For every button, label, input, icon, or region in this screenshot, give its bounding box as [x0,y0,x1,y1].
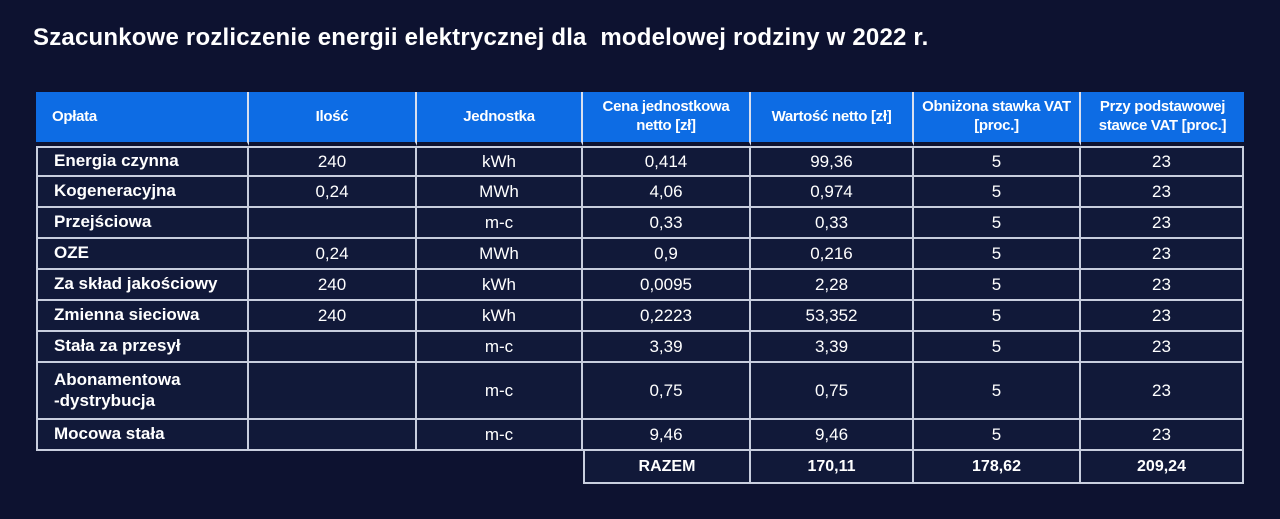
cell-ilosc [249,208,417,239]
billing-table: Opłata Ilość Jednostka Cena jednostkowa … [36,92,1244,484]
cell-vat-podstawowa: 23 [1081,420,1244,451]
cell-vat-obnizona: 5 [914,270,1081,301]
footer-spacer [36,451,583,484]
column-header-jednostka: Jednostka [417,92,583,146]
cell-vat-obnizona: 5 [914,208,1081,239]
cell-wartosc-netto: 99,36 [751,146,914,177]
cell-ilosc: 240 [249,146,417,177]
cell-jednostka: m-c [417,208,583,239]
cell-wartosc-netto: 9,46 [751,420,914,451]
table-header: Opłata Ilość Jednostka Cena jednostkowa … [36,92,1244,146]
cell-wartosc-netto: 0,75 [751,363,914,420]
cell-vat-podstawowa: 23 [1081,146,1244,177]
column-header-ilosc: Ilość [249,92,417,146]
table-row: OZE 0,24 MWh 0,9 0,216 5 23 [36,239,1244,270]
footer-razem-label: RAZEM [583,451,751,484]
cell-oplata: Energia czynna [36,146,249,177]
column-header-cena-jednostkowa-netto: Cena jednostkowa netto [zł] [583,92,751,146]
cell-vat-podstawowa: 23 [1081,208,1244,239]
cell-ilosc: 240 [249,301,417,332]
cell-cena-netto: 0,9 [583,239,751,270]
cell-vat-obnizona: 5 [914,420,1081,451]
cell-oplata: Przejściowa [36,208,249,239]
cell-vat-obnizona: 5 [914,239,1081,270]
footer-total-netto: 170,11 [751,451,914,484]
cell-jednostka: MWh [417,177,583,208]
table-row: Przejściowa m-c 0,33 0,33 5 23 [36,208,1244,239]
cell-oplata: Kogeneracyjna [36,177,249,208]
cell-ilosc: 0,24 [249,239,417,270]
cell-jednostka: kWh [417,146,583,177]
cell-vat-podstawowa: 23 [1081,301,1244,332]
table-footer: RAZEM 170,11 178,62 209,24 [36,451,1244,484]
cell-jednostka: m-c [417,332,583,363]
cell-ilosc [249,332,417,363]
cell-oplata: Zmienna sieciowa [36,301,249,332]
cell-vat-podstawowa: 23 [1081,239,1244,270]
column-header-obnizona-stawka-vat: Obniżona stawka VAT [proc.] [914,92,1081,146]
cell-wartosc-netto: 3,39 [751,332,914,363]
cell-cena-netto: 0,33 [583,208,751,239]
cell-jednostka: kWh [417,270,583,301]
table-row: Zmienna sieciowa 240 kWh 0,2223 53,352 5… [36,301,1244,332]
cell-jednostka: kWh [417,301,583,332]
cell-vat-obnizona: 5 [914,301,1081,332]
cell-vat-podstawowa: 23 [1081,270,1244,301]
column-header-wartosc-netto: Wartość netto [zł] [751,92,914,146]
cell-vat-obnizona: 5 [914,332,1081,363]
cell-cena-netto: 0,0095 [583,270,751,301]
cell-vat-obnizona: 5 [914,146,1081,177]
cell-vat-podstawowa: 23 [1081,177,1244,208]
page-title: Szacunkowe rozliczenie energii elektrycz… [33,24,929,51]
table-row: Za skład jakościowy 240 kWh 0,0095 2,28 … [36,270,1244,301]
cell-ilosc [249,420,417,451]
cell-ilosc: 240 [249,270,417,301]
cell-oplata: Za skład jakościowy [36,270,249,301]
cell-wartosc-netto: 0,33 [751,208,914,239]
table-footer-row: RAZEM 170,11 178,62 209,24 [36,451,1244,484]
table-body: Energia czynna 240 kWh 0,414 99,36 5 23 … [36,146,1244,451]
cell-vat-obnizona: 5 [914,363,1081,420]
cell-vat-obnizona: 5 [914,177,1081,208]
cell-wartosc-netto: 0,974 [751,177,914,208]
cell-vat-podstawowa: 23 [1081,363,1244,420]
cell-cena-netto: 9,46 [583,420,751,451]
cell-cena-netto: 0,75 [583,363,751,420]
cell-jednostka: m-c [417,363,583,420]
cell-cena-netto: 0,2223 [583,301,751,332]
footer-total-vat-podstawowa: 209,24 [1081,451,1244,484]
table-header-row: Opłata Ilość Jednostka Cena jednostkowa … [36,92,1244,146]
cell-wartosc-netto: 0,216 [751,239,914,270]
cell-oplata: Mocowa stała [36,420,249,451]
table-row: Kogeneracyjna 0,24 MWh 4,06 0,974 5 23 [36,177,1244,208]
cell-wartosc-netto: 2,28 [751,270,914,301]
column-header-oplata: Opłata [36,92,249,146]
column-header-podstawowa-stawka-vat: Przy podstawowej stawce VAT [proc.] [1081,92,1244,146]
cell-ilosc [249,363,417,420]
cell-cena-netto: 3,39 [583,332,751,363]
footer-total-vat-obnizona: 178,62 [914,451,1081,484]
table-row: Abonamentowa -dystrybucja m-c 0,75 0,75 … [36,363,1244,420]
cell-wartosc-netto: 53,352 [751,301,914,332]
table-row: Mocowa stała m-c 9,46 9,46 5 23 [36,420,1244,451]
table-row: Energia czynna 240 kWh 0,414 99,36 5 23 [36,146,1244,177]
cell-vat-podstawowa: 23 [1081,332,1244,363]
cell-oplata: Abonamentowa -dystrybucja [36,363,249,420]
cell-jednostka: MWh [417,239,583,270]
cell-cena-netto: 4,06 [583,177,751,208]
cell-jednostka: m-c [417,420,583,451]
table-row: Stała za przesył m-c 3,39 3,39 5 23 [36,332,1244,363]
cell-oplata: Stała za przesył [36,332,249,363]
cell-cena-netto: 0,414 [583,146,751,177]
cell-oplata: OZE [36,239,249,270]
cell-ilosc: 0,24 [249,177,417,208]
